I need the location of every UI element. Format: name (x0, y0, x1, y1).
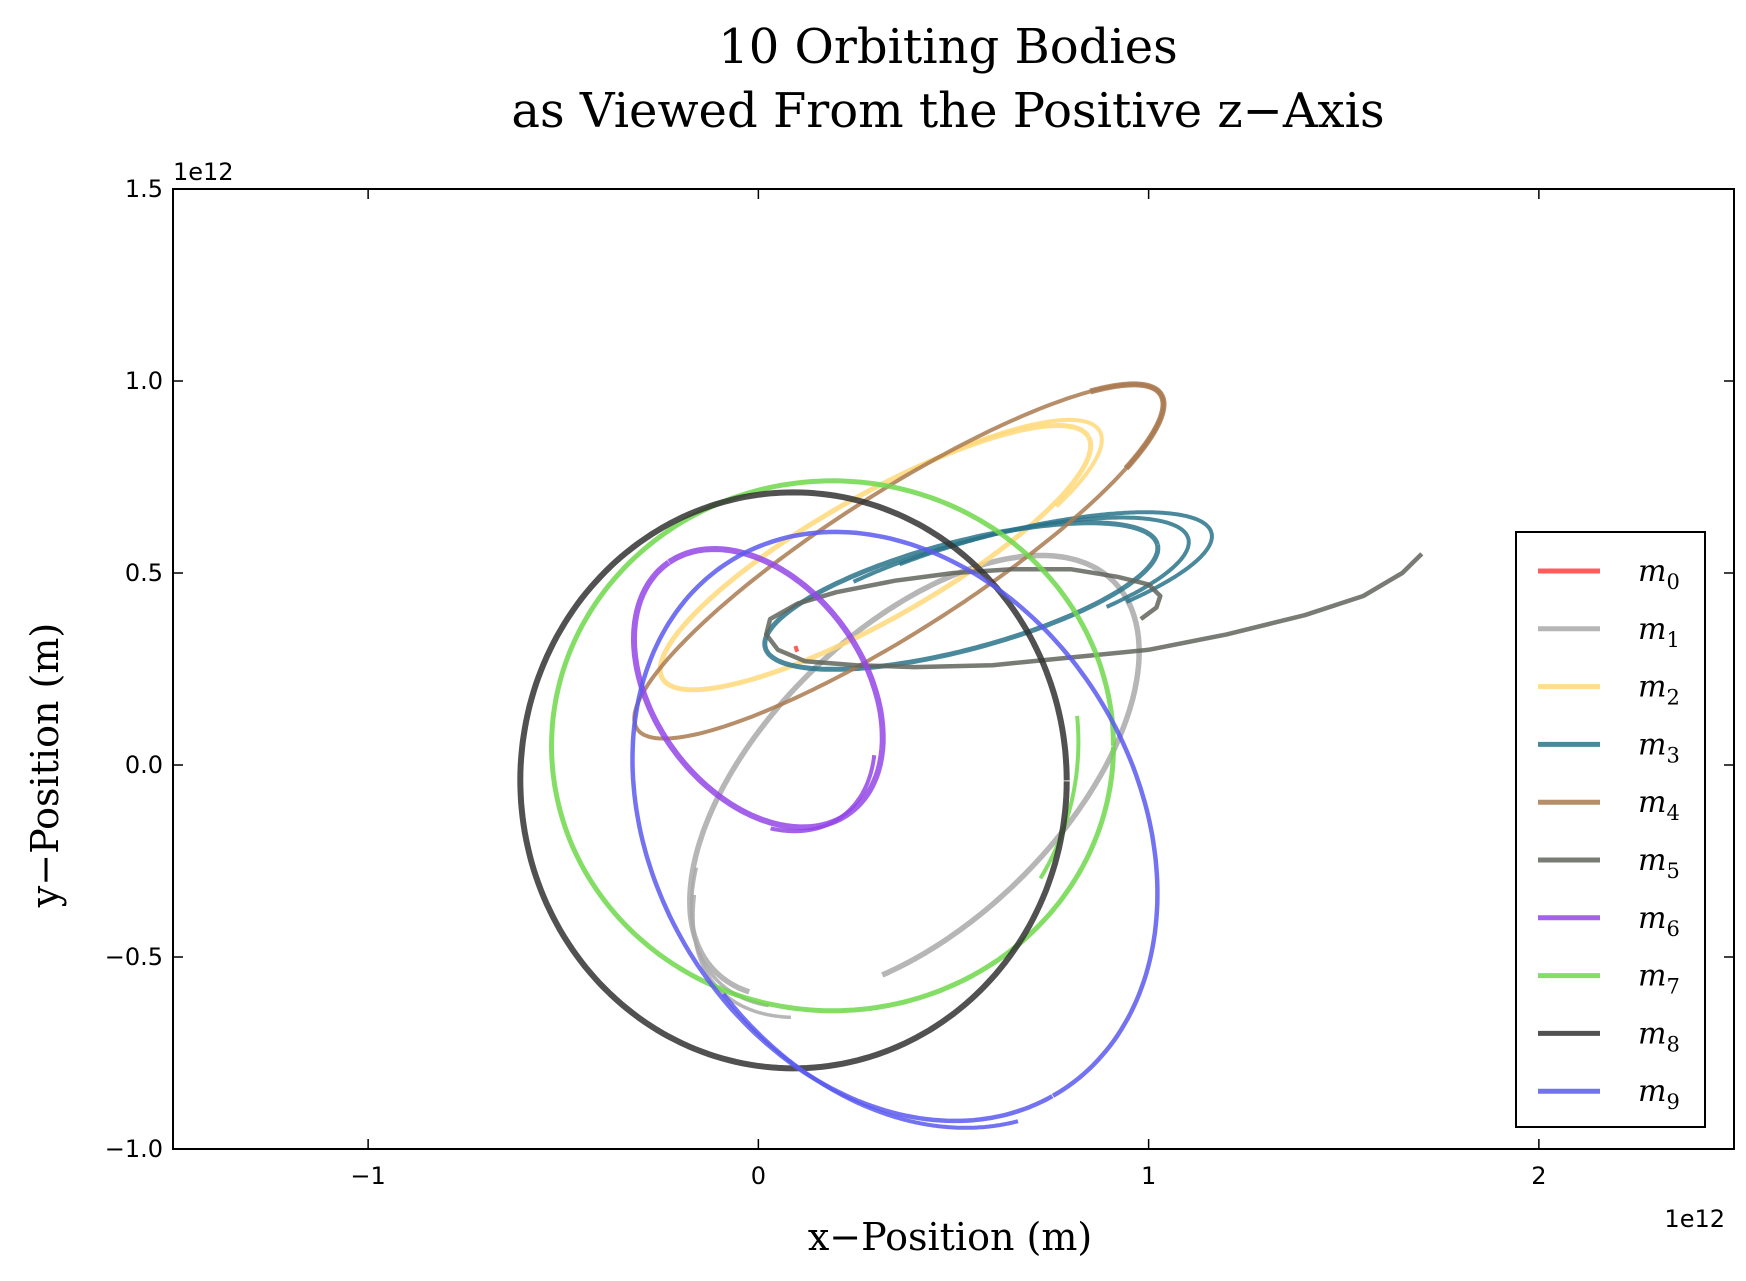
x-tick-label: 0 (751, 1162, 766, 1190)
orbit-m4-segment-9 (632, 382, 1166, 741)
y-axis-label: y−Position (m) (23, 623, 67, 908)
x-offset-label: 1e12 (1664, 1205, 1725, 1233)
x-tick-label: 2 (1531, 1162, 1546, 1190)
y-tick-label: −0.5 (105, 943, 163, 971)
orbit-m9-segment-18 (721, 992, 1019, 1130)
ticks-layer: −1 0 1 2 −1.0 −0.5 0.0 0.5 1.0 1.5 (105, 175, 1734, 1190)
orbit-m4-segment-10 (1088, 381, 1167, 471)
orbit-m6-segment-13 (769, 753, 877, 834)
orbit-m2-segment-5 (910, 417, 1104, 508)
orbit-m7-segment-14 (549, 478, 1116, 1014)
orbit-m0-segment-0 (793, 645, 800, 653)
orbit-m5-segment-11 (763, 552, 1424, 670)
y-tick-label: 1.5 (125, 175, 163, 203)
y-offset-label: 1e12 (173, 158, 234, 186)
legend-label-m0: m0 (1638, 554, 1680, 594)
y-tick-label: −1.0 (105, 1135, 163, 1163)
orbit-m1-segment-1 (687, 552, 1142, 995)
plot-frame (172, 188, 1735, 1150)
x-axis-label: x−Position (m) (808, 1215, 1092, 1259)
orbit-m7-segment-15 (1038, 714, 1081, 880)
y-tick-label: 0.5 (125, 559, 163, 587)
series-layer (517, 381, 1424, 1130)
y-tick-label: 1.0 (125, 367, 163, 395)
chart-title-line-1: 10 Orbiting Bodies (718, 19, 1178, 75)
orbit-m1-segment-3 (691, 894, 792, 1020)
x-tick-label: 1 (1141, 1162, 1156, 1190)
x-tick-label: −1 (350, 1162, 385, 1190)
chart-title-line-2: as Viewed From the Positive z−Axis (511, 83, 1384, 139)
orbit-m8-segment-16 (517, 489, 1070, 1072)
y-tick-label: 0.0 (125, 751, 163, 779)
